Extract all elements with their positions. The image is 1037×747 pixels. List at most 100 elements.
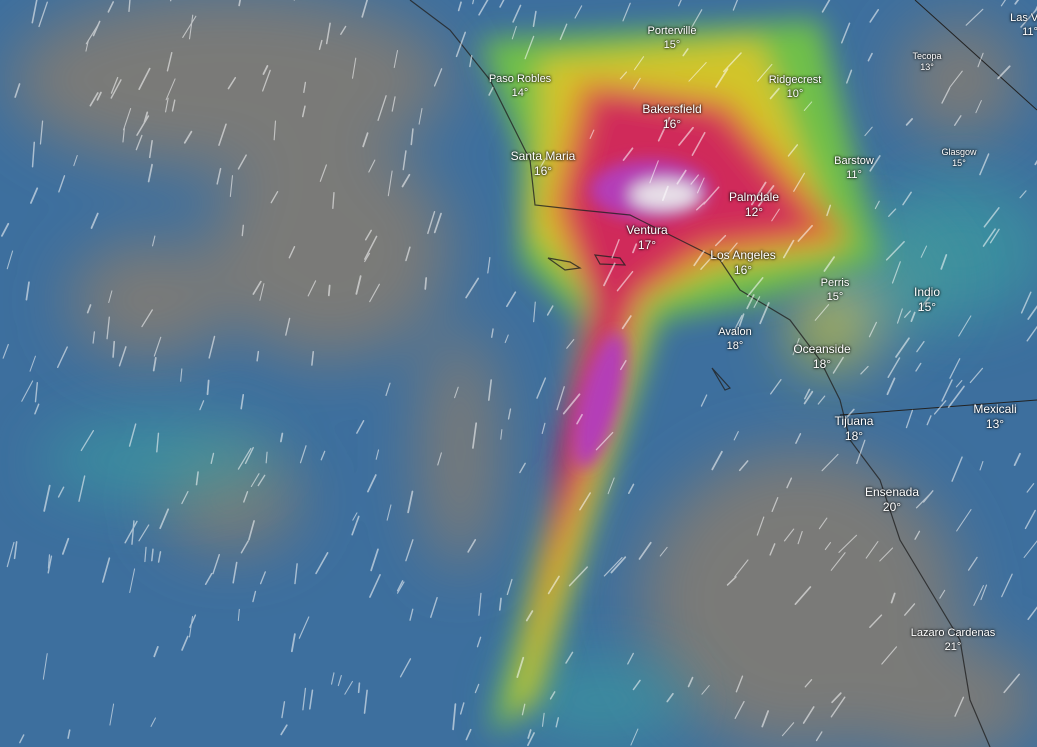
wind-streak: [802, 706, 815, 724]
wind-streak: [320, 450, 326, 461]
wind-streak: [227, 76, 237, 90]
wind-streak: [693, 250, 705, 267]
city-perris[interactable]: Perris 15°: [821, 277, 850, 305]
wind-streak: [869, 155, 881, 172]
wind-streak: [488, 379, 493, 401]
wind-streak: [141, 309, 153, 328]
wind-streak: [781, 722, 795, 737]
wind-streak: [1024, 509, 1036, 530]
wind-streak: [838, 534, 858, 553]
wind-streak: [273, 120, 277, 141]
wind-streak: [131, 520, 135, 545]
wind-streak: [512, 4, 522, 23]
wind-streak: [1020, 7, 1037, 28]
wind-streak: [885, 241, 905, 261]
wind-streak: [941, 87, 951, 104]
wind-streak: [369, 283, 380, 303]
wind-streak: [362, 132, 369, 148]
city-santa-maria[interactable]: Santa Maria 16°: [511, 149, 576, 179]
wind-streak: [555, 717, 559, 728]
city-bakersfield[interactable]: Bakersfield 16°: [642, 102, 701, 132]
wind-streak: [506, 291, 517, 308]
wind-streak: [711, 450, 723, 471]
wind-streak: [910, 311, 916, 323]
city-paso-robles[interactable]: Paso Robles 14°: [489, 73, 551, 101]
wind-streak: [182, 15, 197, 38]
city-glasgow[interactable]: Glasgow 15°: [941, 147, 976, 170]
wind-streak: [891, 261, 901, 284]
city-palmdale[interactable]: Palmdale 12°: [729, 190, 779, 220]
wind-streak: [86, 304, 92, 314]
wind-streak: [43, 484, 51, 512]
wind-streak: [867, 52, 873, 62]
wind-streak: [547, 575, 560, 595]
city-lazaro-cardenas[interactable]: Lazaro Cardenas 21°: [911, 627, 995, 655]
wind-streak: [803, 101, 813, 112]
wind-streak: [183, 130, 193, 144]
city-oceanside[interactable]: Oceanside 18°: [793, 342, 850, 372]
wind-streak: [516, 656, 525, 678]
wind-streak: [344, 680, 353, 695]
city-tijuana[interactable]: Tijuana 18°: [835, 414, 874, 444]
wind-streak: [370, 548, 379, 572]
wind-streak: [385, 382, 391, 397]
wind-streak: [793, 172, 806, 192]
city-name: Oceanside: [793, 342, 851, 356]
wind-streak: [427, 210, 436, 235]
wind-streak: [363, 689, 368, 714]
wind-streak: [476, 636, 482, 648]
wind-streak: [148, 139, 153, 159]
wind-streak: [14, 83, 21, 98]
city-avalon[interactable]: Avalon 18°: [718, 326, 751, 354]
wind-streak: [638, 541, 652, 560]
wind-streak: [465, 277, 480, 299]
wind-streak: [844, 408, 855, 421]
city-temp: 12°: [744, 205, 764, 219]
wind-streak: [301, 105, 306, 118]
wind-streak: [325, 22, 331, 45]
wind-streak: [701, 685, 710, 695]
wind-streak: [1014, 0, 1020, 5]
wind-streak: [657, 116, 671, 142]
wind-streak: [817, 395, 826, 405]
wind-streak: [630, 728, 639, 746]
wind-streak: [280, 432, 284, 443]
wind-streak: [391, 96, 396, 112]
wind-streak: [1020, 291, 1032, 314]
wind-streak: [424, 277, 428, 290]
wind-streak: [151, 235, 156, 247]
city-ensenada[interactable]: Ensenada 20°: [865, 485, 919, 515]
wind-streak: [633, 56, 645, 71]
wind-streak: [153, 336, 162, 357]
wind-streak: [977, 52, 984, 68]
wind-streak: [895, 337, 910, 358]
wind-streak: [488, 86, 494, 96]
wind-streak: [536, 377, 547, 399]
city-temp: 10°: [786, 87, 804, 100]
city-indio[interactable]: Indio 15°: [914, 285, 940, 315]
wind-streak: [687, 676, 694, 688]
wind-streak: [377, 95, 387, 121]
wind-streak: [603, 557, 623, 577]
city-los-angeles[interactable]: Los Angeles 16°: [710, 248, 775, 278]
city-las-vegas[interactable]: Las Veg11°: [1010, 12, 1037, 40]
wind-streak: [478, 0, 489, 16]
wind-streak: [731, 315, 743, 336]
city-porterville[interactable]: Porterville 15°: [648, 25, 697, 53]
wind-streak: [232, 561, 238, 584]
wind-streak: [886, 377, 896, 396]
city-temp: 16°: [533, 164, 553, 178]
wind-streak: [152, 357, 157, 372]
wind-streak: [818, 517, 828, 530]
wind-streak: [939, 589, 946, 599]
city-ridgecrest[interactable]: Ridgecrest 10°: [769, 74, 822, 102]
wind-streak: [916, 341, 925, 353]
wind-streak: [327, 284, 331, 297]
city-tecopa[interactable]: Tecopa 13°: [912, 51, 941, 74]
wind-streak: [746, 294, 755, 310]
wind-streak: [814, 304, 830, 321]
city-ventura[interactable]: Ventura 17°: [626, 223, 667, 253]
city-barstow[interactable]: Barstow 11°: [834, 155, 874, 183]
city-mexicali[interactable]: Mexicali 13°: [973, 402, 1016, 432]
